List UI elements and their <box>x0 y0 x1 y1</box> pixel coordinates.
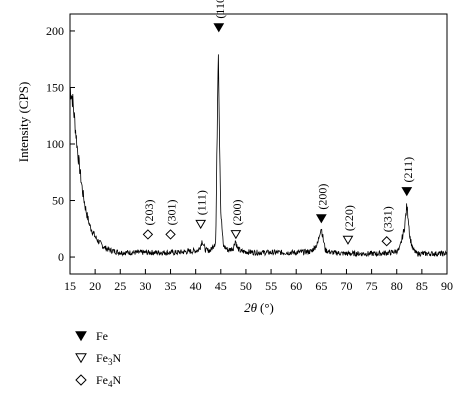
y-axis-label: Intensity (CPS) <box>16 82 31 163</box>
peak-annotations: (203) (301) (111) (110) (200) (200) (220) (331)… <box>142 0 415 247</box>
x-tick-label: 40 <box>190 279 202 293</box>
peak-label: (111) <box>195 190 209 215</box>
peak-marker <box>142 229 154 240</box>
x-tick-label: 35 <box>165 279 177 293</box>
plot-border <box>69 13 448 275</box>
legend-marker <box>75 374 87 386</box>
legend-marker <box>75 353 87 364</box>
peak-label: (301) <box>165 199 179 225</box>
legend-label: Fe4N <box>96 373 122 389</box>
legend-label: Fe <box>96 329 108 343</box>
x-axis-label-theta: 2θ <box>244 300 258 315</box>
x-tick-label: 20 <box>89 279 101 293</box>
y-tick-label: 100 <box>46 137 64 151</box>
peak-label: (110) <box>213 0 227 19</box>
x-tick-label: 65 <box>315 279 327 293</box>
x-tick-label: 30 <box>139 279 151 293</box>
x-axis-label: 2θ (°) <box>244 300 274 315</box>
x-tick-label: 80 <box>391 279 403 293</box>
peak-label: (203) <box>142 199 156 225</box>
x-tick-label: 70 <box>340 279 352 293</box>
peak-label: (331) <box>381 206 395 232</box>
x-tick-label: 85 <box>416 279 428 293</box>
x-tick-label: 50 <box>240 279 252 293</box>
peak-marker <box>213 23 225 33</box>
x-tick-label: 90 <box>441 279 453 293</box>
peak-marker <box>195 219 207 230</box>
peak-marker <box>165 229 176 240</box>
x-tick-label: 45 <box>215 279 227 293</box>
legend: Fe Fe3N Fe4N <box>75 329 122 389</box>
x-axis-label-unit: (°) <box>260 300 274 315</box>
y-tick-label: 0 <box>58 250 64 264</box>
x-tick-label: 55 <box>265 279 277 293</box>
x-tick-label: 60 <box>290 279 302 293</box>
peak-label: (200) <box>315 184 329 210</box>
plot-frame <box>69 13 448 275</box>
y-tick-label: 150 <box>46 80 64 94</box>
peak-marker <box>230 230 242 240</box>
series-line <box>69 54 448 258</box>
peak-marker <box>342 235 354 245</box>
legend-marker <box>75 331 87 342</box>
peak-marker <box>381 236 392 247</box>
y-axis-ticks: 0 50 100 150 200 <box>46 24 75 264</box>
x-tick-label: 15 <box>64 279 76 293</box>
legend-label: Fe3N <box>96 351 122 367</box>
peak-label: (211) <box>401 157 415 183</box>
x-tick-label: 25 <box>114 279 126 293</box>
peak-marker <box>401 187 413 197</box>
y-tick-label: 50 <box>52 194 64 208</box>
x-tick-label: 75 <box>366 279 378 293</box>
series-layer <box>69 54 448 258</box>
y-tick-label: 200 <box>46 24 64 38</box>
peak-label: (220) <box>342 205 356 231</box>
peak-label: (200) <box>230 199 244 225</box>
peak-marker <box>315 214 327 224</box>
x-axis-ticks: 15 20 25 30 35 40 45 50 55 60 65 70 75 80 85 90 <box>64 269 453 293</box>
